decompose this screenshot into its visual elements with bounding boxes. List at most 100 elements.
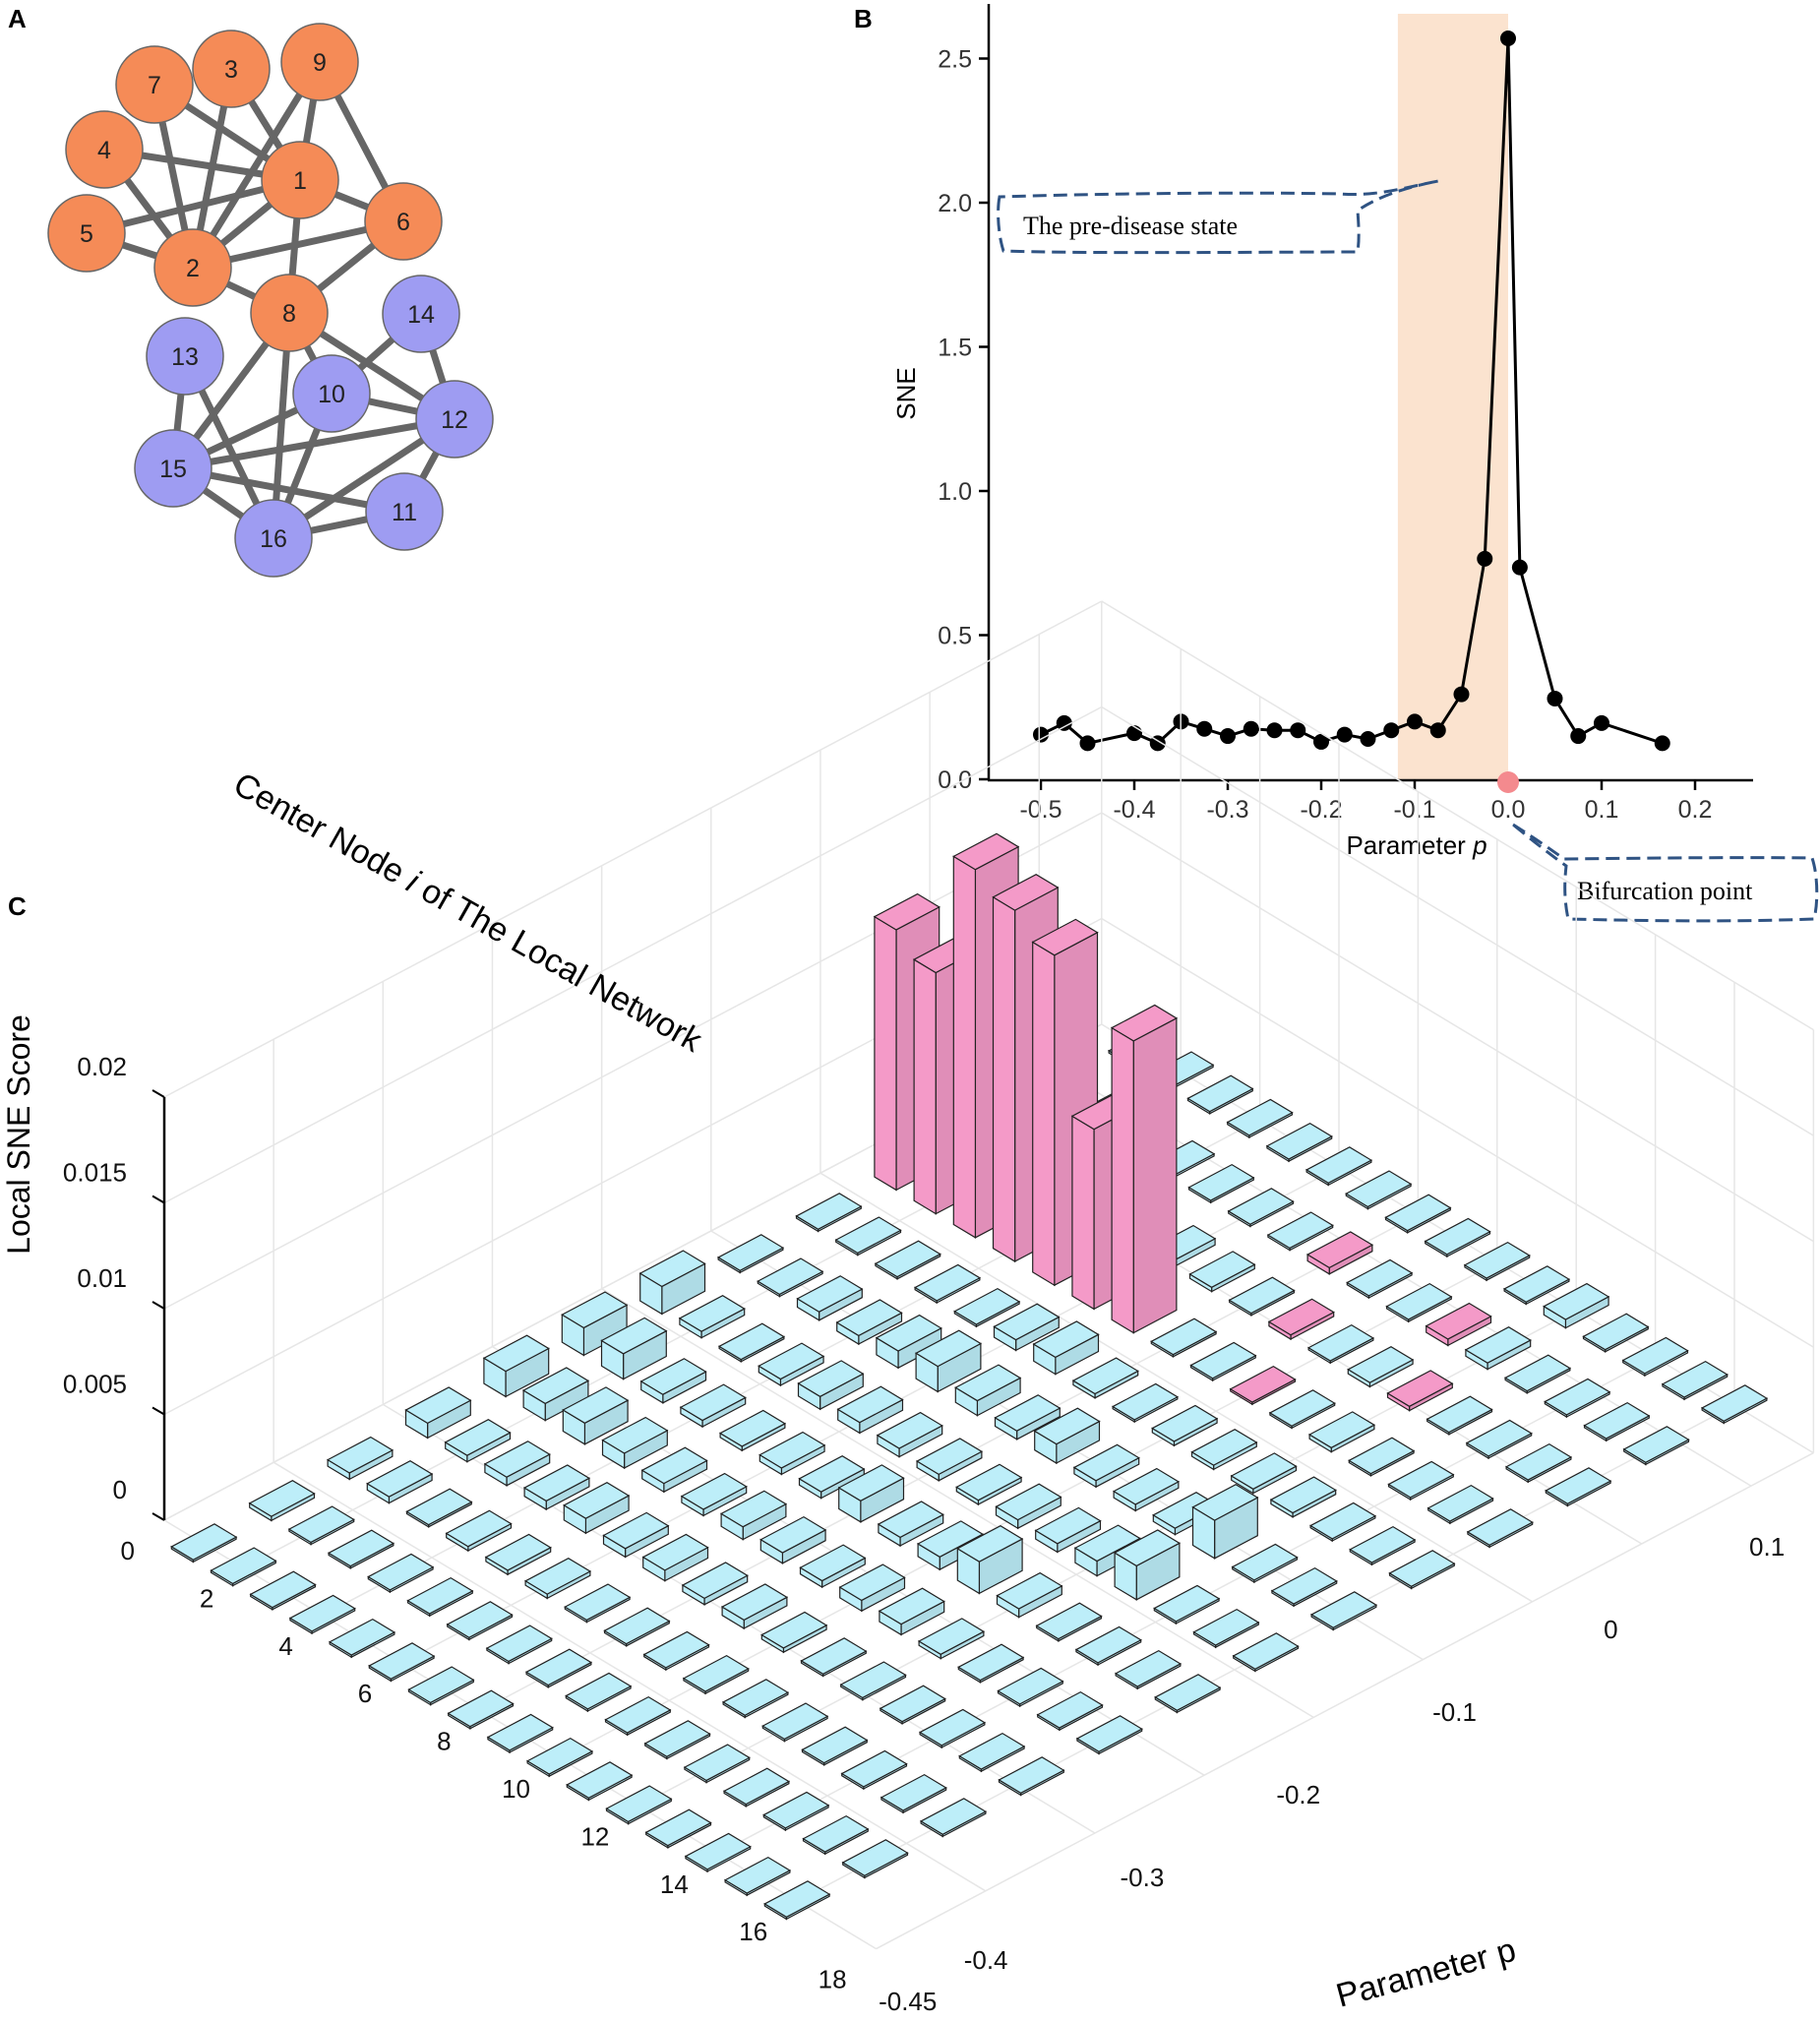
bar-face [835,1299,903,1337]
bar-face [1349,1525,1417,1563]
bar-face [834,1216,902,1255]
side-wall-grid-line [1101,917,1814,1348]
bar-face [287,1505,355,1544]
bar [721,1679,790,1719]
bar-face [604,1695,672,1734]
bar [1033,1407,1101,1465]
bar [1230,1452,1298,1495]
bar-face [1347,1346,1415,1383]
bar [639,1358,707,1404]
node-tick-label: 12 [580,1821,609,1851]
bar [446,1601,514,1641]
bar [1191,1484,1259,1560]
network-node [146,317,224,396]
panel-label-a: A [8,4,27,33]
bar-face [1426,1484,1494,1522]
bar [835,1299,903,1346]
bar-face [836,1385,904,1424]
bar-face [718,1409,787,1447]
bar [834,1216,902,1257]
bar [525,1737,594,1778]
bar [875,1314,942,1370]
bar-face [561,1291,629,1329]
bar-face [684,1832,752,1870]
bar [1114,1649,1183,1690]
bar-face [1463,1241,1531,1279]
bar-face [1227,1188,1295,1225]
bar-face [1502,1265,1571,1303]
node-axis-label-rest: of The Local Network [415,872,709,1060]
network-node-label: 5 [80,220,93,248]
network-node-label: 12 [441,406,468,434]
bar [879,1685,946,1725]
bar-face [1035,1602,1103,1640]
z-tick-label: 0.005 [63,1370,127,1399]
bar-face [1384,1194,1452,1232]
network-node-label: 11 [392,499,417,526]
bar [1232,1632,1300,1673]
bar-face [874,915,897,1192]
param-axis-label: Parameter p [1332,1931,1520,2015]
bar [1386,1370,1454,1412]
bar-face [486,1713,554,1751]
bar [839,1661,907,1701]
bar-face [563,1482,631,1519]
bar [683,1744,751,1784]
bar [917,1618,986,1660]
bar-face [797,1360,865,1397]
bar-face [565,1672,633,1710]
bar [561,1291,629,1357]
bar-face [916,1520,985,1558]
bar [1304,1146,1373,1187]
network-node [365,472,444,551]
bar [995,1483,1062,1530]
bar-face [600,1317,668,1355]
sne-data-point [1266,722,1283,739]
bar-face [1268,1389,1336,1427]
bar [681,1562,749,1606]
bar [1189,1341,1257,1382]
bar [1111,1382,1180,1424]
bar-face [1583,1401,1651,1440]
sne-data-point [1570,728,1587,745]
bar [994,1394,1062,1441]
bar [840,1749,908,1791]
param-tick-label: -0.45 [879,1987,937,2016]
bar-face [405,1488,473,1526]
bar-face [795,1193,863,1230]
bar-face [445,1509,513,1548]
sne-data-point [1477,550,1493,567]
bar [563,1482,631,1535]
bar [874,1240,941,1280]
bar-face [1188,1251,1256,1288]
bar [445,1509,513,1553]
network-node-label: 3 [224,56,238,84]
bar-face [642,1630,710,1669]
bar-face [1307,1411,1376,1448]
bar-face [564,1583,632,1622]
bar [1113,1529,1182,1601]
bar [524,1648,593,1688]
bar-face [483,1441,551,1478]
bar-face [605,1785,673,1823]
bar [1345,1170,1413,1210]
bar [1151,1404,1219,1447]
z-tick-label: 0.015 [63,1158,127,1188]
bar [993,1303,1061,1352]
network-node [280,23,359,101]
network-node [415,380,494,459]
sne-data-point [1500,30,1516,46]
z-tick [152,1406,165,1416]
bar [368,1642,436,1683]
network-node-label: 6 [396,209,410,236]
bar [762,1791,830,1832]
bar [210,1547,277,1587]
bar-face [992,874,1060,911]
bar-face [796,1275,864,1313]
bar-face [919,1798,988,1835]
bar [1388,1550,1456,1590]
bar [600,1317,668,1380]
param-tick-label: 0 [1604,1615,1617,1644]
bar-face [521,1367,590,1405]
